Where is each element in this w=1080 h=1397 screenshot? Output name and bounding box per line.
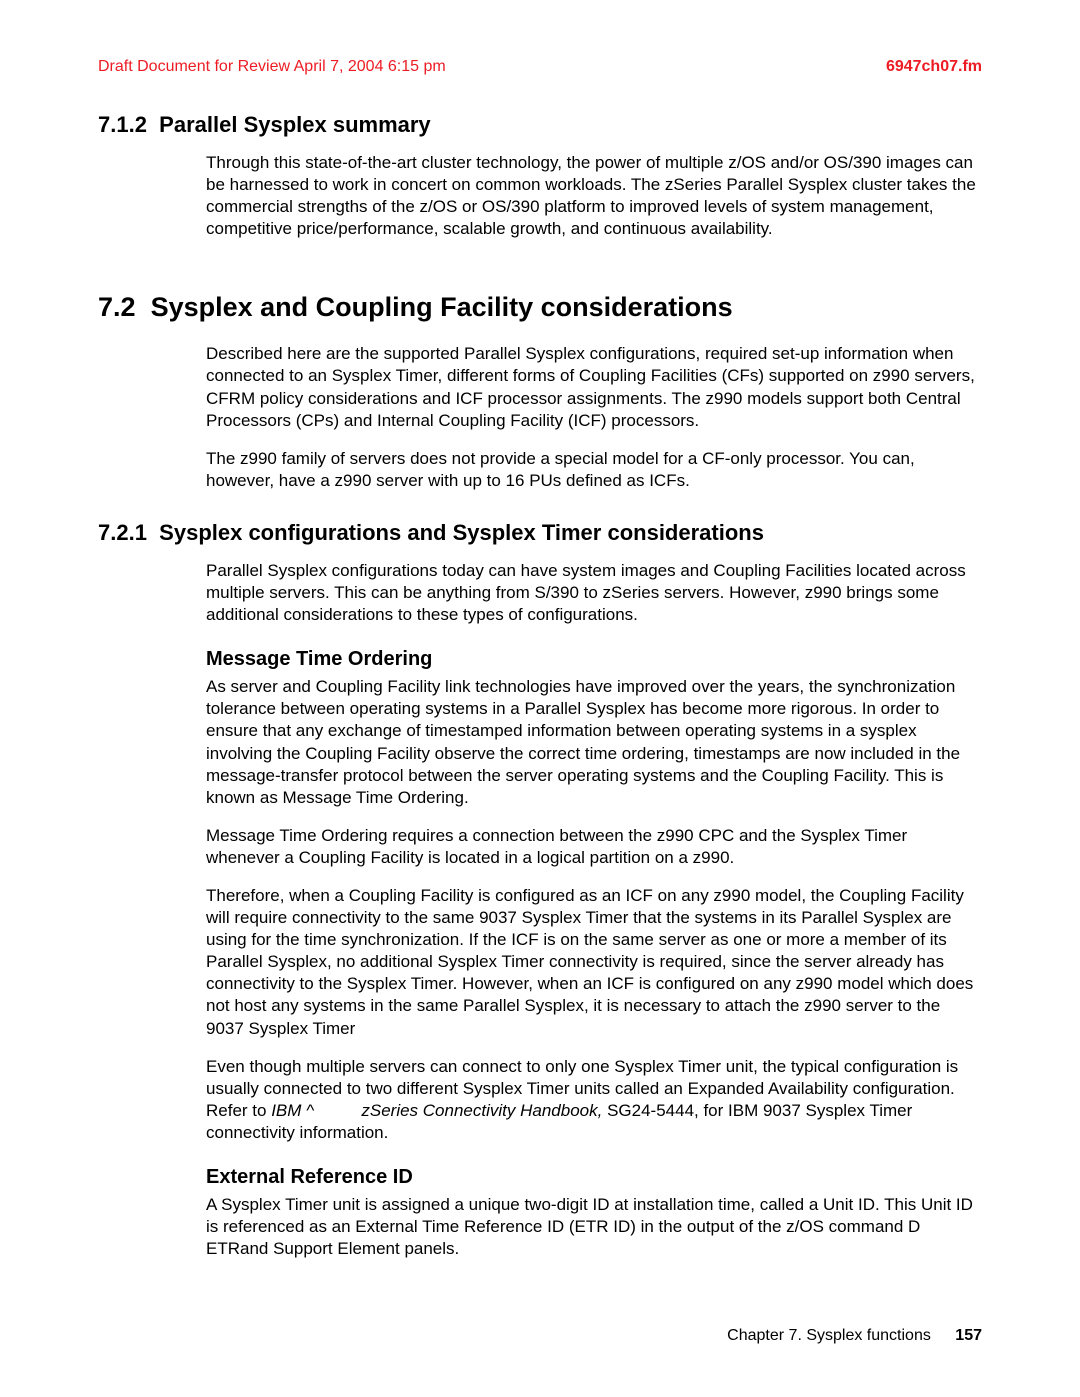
- section-721-heading: 7.2.1 Sysplex configurations and Sysplex…: [98, 520, 982, 546]
- mto-p4-italic2: zSeries Connectivity Handbook,: [361, 1101, 602, 1120]
- section-72-heading: 7.2 Sysplex and Coupling Facility consid…: [98, 292, 982, 323]
- footer-page-number: 157: [955, 1327, 982, 1344]
- ext-heading: External Reference ID: [206, 1164, 982, 1190]
- page-header: Draft Document for Review April 7, 2004 …: [98, 58, 982, 76]
- mto-p4: Even though multiple servers can connect…: [206, 1056, 982, 1144]
- page-footer: Chapter 7. Sysplex functions 157: [727, 1327, 982, 1345]
- mto-p1: As server and Coupling Facility link tec…: [206, 676, 982, 809]
- section-72-title: Sysplex and Coupling Facility considerat…: [151, 292, 733, 322]
- section-712-p1: Through this state-of-the-art cluster te…: [206, 152, 982, 240]
- page: Draft Document for Review April 7, 2004 …: [0, 0, 1080, 1397]
- section-721-number: 7.2.1: [98, 520, 147, 545]
- section-721-body: Parallel Sysplex configurations today ca…: [206, 560, 982, 1260]
- section-721-p1: Parallel Sysplex configurations today ca…: [206, 560, 982, 626]
- mto-p3: Therefore, when a Coupling Facility is c…: [206, 885, 982, 1040]
- section-721-title: Sysplex configurations and Sysplex Timer…: [159, 520, 764, 545]
- mto-p4-mid: [314, 1101, 361, 1120]
- ext-p1: A Sysplex Timer unit is assigned a uniqu…: [206, 1194, 982, 1260]
- section-72-number: 7.2: [98, 292, 136, 322]
- filename-label: 6947ch07.fm: [886, 58, 982, 76]
- section-72-p2: The z990 family of servers does not prov…: [206, 448, 982, 492]
- mto-p2: Message Time Ordering requires a connect…: [206, 825, 982, 869]
- draft-notice: Draft Document for Review April 7, 2004 …: [98, 58, 446, 76]
- mto-p4-italic1: IBM ^: [271, 1101, 314, 1120]
- section-712-number: 7.1.2: [98, 112, 147, 137]
- section-712-title: Parallel Sysplex summary: [159, 112, 431, 137]
- mto-heading: Message Time Ordering: [206, 646, 982, 672]
- section-712-body: Through this state-of-the-art cluster te…: [206, 152, 982, 240]
- section-72-p1: Described here are the supported Paralle…: [206, 343, 982, 431]
- section-72-body: Described here are the supported Paralle…: [206, 343, 982, 492]
- section-712-heading: 7.1.2 Parallel Sysplex summary: [98, 112, 982, 138]
- footer-chapter: Chapter 7. Sysplex functions: [727, 1327, 931, 1344]
